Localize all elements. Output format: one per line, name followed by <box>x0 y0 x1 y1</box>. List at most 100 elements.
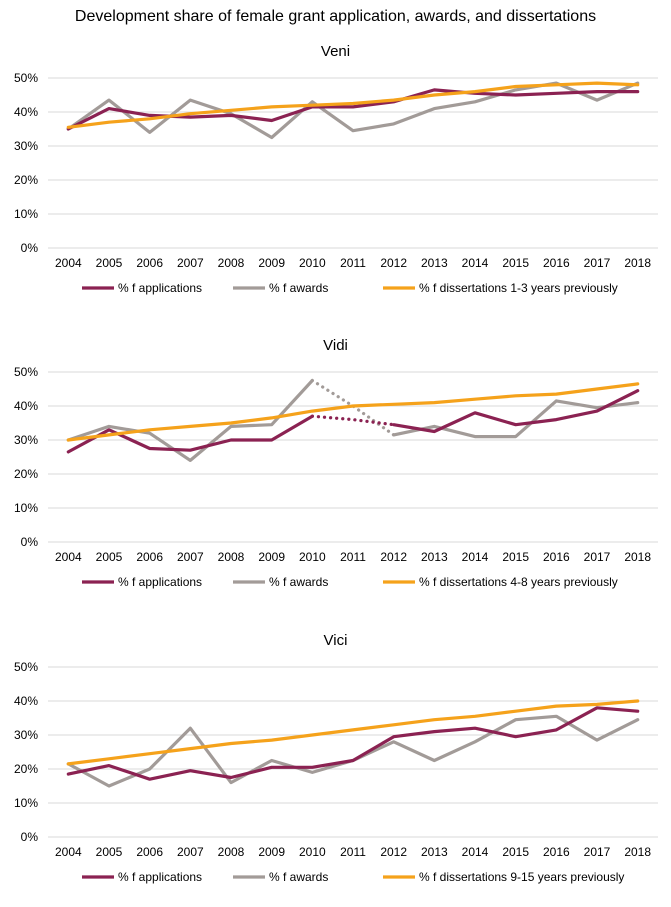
x-tick-label: 2006 <box>136 845 163 859</box>
x-tick-label: 2011 <box>340 845 366 859</box>
x-tick-label: 2014 <box>462 550 489 564</box>
applications-line <box>66 414 314 454</box>
y-tick-label: 0% <box>21 830 39 844</box>
legend-label-applications: % f applications <box>118 575 202 589</box>
awards-line <box>66 378 314 462</box>
x-tick-label: 2005 <box>96 256 123 270</box>
y-tick-label: 10% <box>14 501 38 515</box>
vici-chart: Vici 0% 10% 20% 30% 40% 50% 2004 2005 2006 2007 200… <box>0 617 671 907</box>
legend-label-applications: % f applications <box>118 870 202 884</box>
x-tick-label: 2015 <box>502 550 529 564</box>
dissertations-line <box>66 81 640 129</box>
y-tick-label: 30% <box>14 728 38 742</box>
x-tick-label: 2004 <box>55 256 82 270</box>
legend-label-dissertations: % f dissertations 4-8 years previously <box>419 575 618 589</box>
veni-series-dissertations <box>66 81 640 129</box>
applications-line <box>392 389 640 434</box>
x-tick-label: 2006 <box>136 256 163 270</box>
dissertations-line <box>66 382 640 442</box>
x-tick-label: 2013 <box>421 256 448 270</box>
applications-line <box>66 88 640 131</box>
legend-label-awards: % f awards <box>269 575 328 589</box>
x-tick-label: 2011 <box>340 550 366 564</box>
vici-subtitle: Vici <box>324 632 348 649</box>
x-tick-label: 2010 <box>299 845 326 859</box>
y-tick-label: 40% <box>14 105 38 119</box>
awards-line-dotted <box>310 378 396 437</box>
y-tick-label: 0% <box>21 535 39 549</box>
x-tick-label: 2007 <box>177 845 204 859</box>
vici-chart-svg: Vici 0% 10% 20% 30% 40% 50% 2004 2005 2006 2007 200… <box>14 632 658 884</box>
vidi-series-dissertations <box>66 382 640 442</box>
veni-series-applications <box>66 88 640 131</box>
x-tick-label: 2009 <box>258 256 285 270</box>
veni-legend: % f applications % f awards % f dissertati… <box>82 281 618 295</box>
x-tick-label: 2009 <box>258 550 285 564</box>
x-tick-label: 2004 <box>55 550 82 564</box>
awards-line <box>392 399 640 439</box>
y-tick-label: 50% <box>14 365 38 379</box>
applications-line-dotted <box>310 414 396 427</box>
veni-subtitle: Veni <box>321 43 350 60</box>
x-tick-label: 2018 <box>624 256 651 270</box>
y-tick-label: 50% <box>14 660 38 674</box>
dissertations-line <box>66 699 640 766</box>
legend-label-dissertations: % f dissertations 1-3 years previously <box>419 281 618 295</box>
x-tick-label: 2018 <box>624 550 651 564</box>
vidi-chart-svg: Vidi 0% 10% 20% 30% 40% 50% 2004 2005 2006 2007 200… <box>14 337 658 589</box>
x-tick-label: 2015 <box>502 256 529 270</box>
y-tick-label: 30% <box>14 139 38 153</box>
main-title: Development share of female grant applic… <box>74 8 597 25</box>
vici-series-dissertations <box>66 699 640 766</box>
x-tick-label: 2010 <box>299 550 326 564</box>
x-tick-label: 2008 <box>218 550 245 564</box>
x-tick-label: 2016 <box>543 845 570 859</box>
applications-line <box>66 706 640 781</box>
awards-line <box>66 714 640 788</box>
y-tick-label: 10% <box>14 796 38 810</box>
x-tick-label: 2016 <box>543 256 570 270</box>
x-tick-label: 2008 <box>218 256 245 270</box>
vidi-subtitle: Vidi <box>323 337 348 354</box>
veni-chart-svg: Veni 0% 10% 20% 30% 40% 50% 2004 2005 2006 2007 200… <box>14 43 658 295</box>
x-tick-label: 2018 <box>624 845 651 859</box>
legend-label-dissertations: % f dissertations 9-15 years previously <box>419 870 624 884</box>
x-tick-label: 2014 <box>462 845 489 859</box>
y-tick-label: 20% <box>14 173 38 187</box>
x-tick-label: 2004 <box>55 845 82 859</box>
awards-line <box>66 81 640 140</box>
x-tick-label: 2014 <box>462 256 489 270</box>
x-tick-label: 2017 <box>584 550 611 564</box>
veni-chart: Veni 0% 10% 20% 30% 40% 50% 2004 2005 2006 2007 200… <box>0 28 671 318</box>
y-tick-label: 10% <box>14 207 38 221</box>
x-tick-label: 2013 <box>421 550 448 564</box>
x-tick-label: 2008 <box>218 845 245 859</box>
x-tick-label: 2012 <box>380 550 407 564</box>
x-tick-label: 2017 <box>584 845 611 859</box>
x-tick-label: 2007 <box>177 550 204 564</box>
x-tick-label: 2016 <box>543 550 570 564</box>
y-tick-label: 50% <box>14 71 38 85</box>
vici-legend: % f applications % f awards % f dissertati… <box>82 870 624 884</box>
x-tick-label: 2017 <box>584 256 611 270</box>
y-tick-label: 30% <box>14 433 38 447</box>
x-tick-label: 2012 <box>380 256 407 270</box>
y-tick-label: 20% <box>14 467 38 481</box>
veni-series-awards <box>66 81 640 140</box>
y-tick-label: 0% <box>21 241 39 255</box>
vidi-series-applications <box>66 389 640 454</box>
legend-label-awards: % f awards <box>269 281 328 295</box>
x-tick-label: 2013 <box>421 845 448 859</box>
y-tick-label: 20% <box>14 762 38 776</box>
vidi-chart: Vidi 0% 10% 20% 30% 40% 50% 2004 2005 2006 2007 200… <box>0 322 671 612</box>
legend-label-applications: % f applications <box>118 281 202 295</box>
vici-series-awards <box>66 714 640 788</box>
legend-label-awards: % f awards <box>269 870 328 884</box>
x-tick-label: 2005 <box>96 845 123 859</box>
x-tick-label: 2005 <box>96 550 123 564</box>
x-tick-label: 2007 <box>177 256 204 270</box>
x-tick-label: 2009 <box>258 845 285 859</box>
x-tick-label: 2010 <box>299 256 326 270</box>
y-tick-label: 40% <box>14 694 38 708</box>
vidi-legend: % f applications % f awards % f dissertati… <box>82 575 618 589</box>
